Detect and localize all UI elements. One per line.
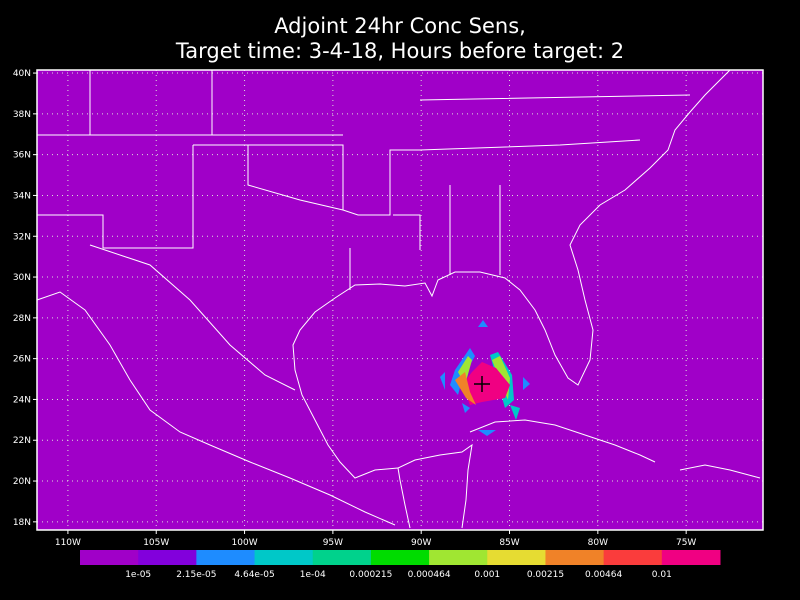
y-tick-label: 22N [13, 436, 31, 446]
sensitivity-contours [440, 320, 530, 436]
x-tick-label: 95W [323, 538, 343, 548]
colorbar-label: 4.64e-05 [234, 570, 274, 580]
colorbar-swatch [370, 550, 430, 565]
y-tick-label: 30N [13, 273, 31, 283]
contour [523, 377, 530, 390]
colorbar-swatch [661, 550, 721, 565]
x-tick-label: 105W [143, 538, 169, 548]
colorbar-swatch [138, 550, 197, 565]
colorbar-label: 1e-05 [125, 570, 151, 580]
target-marker [474, 376, 490, 392]
colorbar-label: 0.00215 [527, 570, 564, 580]
y-tick-label: 28N [13, 314, 31, 324]
coastline [36, 291, 396, 526]
colorbar-swatch [312, 550, 372, 565]
contour [478, 430, 496, 436]
y-tick-label: 26N [13, 355, 31, 365]
y-tick-label: 40N [13, 69, 31, 79]
x-tick-label: 100W [232, 538, 258, 548]
colorbar-label: 0.01 [652, 570, 672, 580]
title-line: Adjoint 24hr Conc Sens, [274, 14, 526, 38]
colorbar-swatch [254, 550, 314, 565]
colorbar-swatch [545, 550, 605, 565]
map-area [37, 70, 763, 530]
colorbar-swatch [487, 550, 546, 565]
colorbar-label: 0.000215 [349, 570, 392, 580]
y-tick-label: 32N [13, 232, 31, 242]
colorbar-label: 2.15e-05 [176, 570, 216, 580]
coastline [679, 464, 761, 479]
y-tick-label: 34N [13, 191, 31, 201]
colorbar-swatch [196, 550, 256, 565]
y-tick-label: 18N [13, 518, 31, 528]
coastline [292, 69, 731, 479]
x-tick-label: 75W [676, 538, 696, 548]
colorbar-swatch [603, 550, 663, 565]
contour [440, 372, 445, 390]
colorbar-label: 0.000464 [408, 570, 451, 580]
x-tick-label: 85W [499, 538, 519, 548]
x-tick-label: 80W [588, 538, 608, 548]
x-tick-label: 90W [411, 538, 431, 548]
y-tick-label: 20N [13, 477, 31, 487]
contour [478, 320, 488, 327]
coastlines [36, 69, 761, 529]
x-tick-label: 110W [55, 538, 81, 548]
colorbar-label: 0.001 [474, 570, 500, 580]
coastline [469, 419, 656, 463]
coastline [397, 443, 473, 529]
border [37, 70, 691, 391]
colorbar-swatch [80, 550, 139, 565]
colorbar-label: 1e-04 [300, 570, 326, 580]
colorbar-label: 0.00464 [585, 570, 622, 580]
contour [455, 372, 476, 405]
map-frame [36, 69, 764, 531]
y-tick-label: 38N [13, 110, 31, 120]
contour [510, 405, 520, 420]
y-tick-label: 36N [13, 151, 31, 161]
colorbar-swatch [429, 550, 488, 565]
title-line: Target time: 3-4-18, Hours before target… [175, 39, 624, 63]
y-tick-label: 24N [13, 395, 31, 405]
contour [462, 403, 470, 413]
